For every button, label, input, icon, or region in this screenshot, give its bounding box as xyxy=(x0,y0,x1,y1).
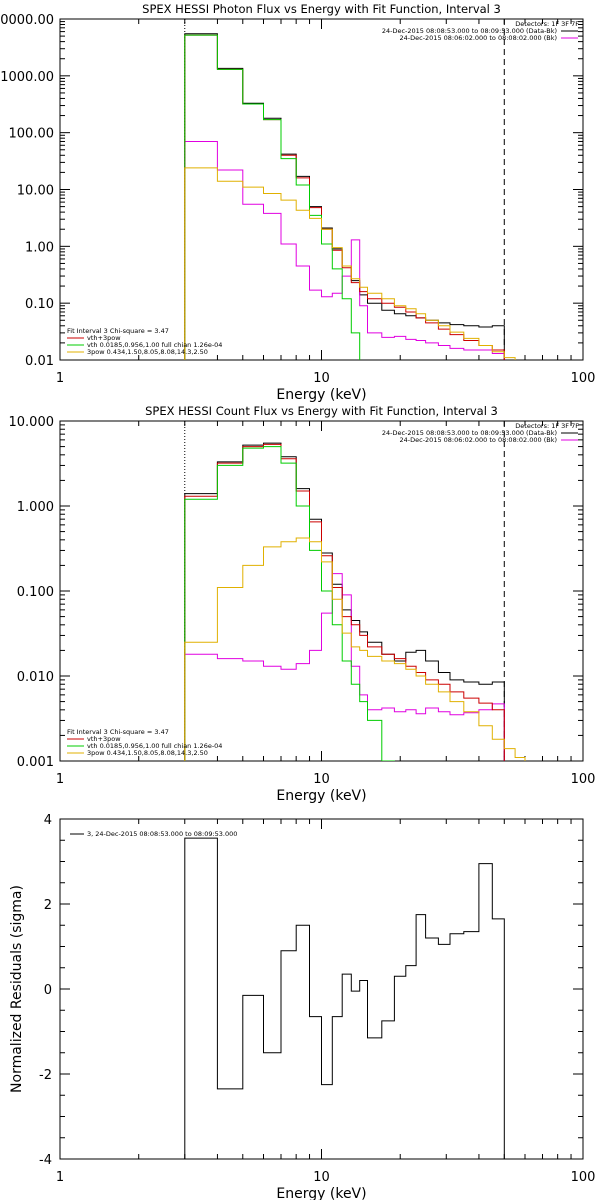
x-axis-label: Energy (keV) xyxy=(276,788,366,804)
y-tick-label: 4 xyxy=(44,813,52,828)
bottom-legend-entry: 3pow 0.434,1.50,8.05,8.08,14.3,2.50 xyxy=(87,348,208,356)
x-tick-label: 10 xyxy=(313,1170,330,1185)
series-line-2 xyxy=(184,141,505,360)
bottom-legend-entry: vth+3pow xyxy=(87,735,121,743)
x-tick-label: 100 xyxy=(571,1170,596,1185)
x-tick-label: 10 xyxy=(313,772,330,787)
legend-entry: 3, 24-Dec-2015 08:08:53.000 to 08:09:53.… xyxy=(87,830,237,838)
x-tick-label: 1 xyxy=(56,772,64,787)
chart-title: SPEX HESSI Photon Flux vs Energy with Fi… xyxy=(142,2,501,16)
y-tick-label: 100.00 xyxy=(9,127,55,142)
x-tick-label: 1 xyxy=(56,1170,64,1185)
y-tick-label: 10000.00 xyxy=(0,13,54,28)
top-legend-header: Detectors: 1F 3F 7F xyxy=(515,20,579,28)
bottom-legend-entry: 3pow 0.434,1.50,8.05,8.08,14.3,2.50 xyxy=(87,749,208,757)
series-line-1 xyxy=(184,33,505,360)
series-line-3 xyxy=(184,34,505,360)
y-tick-label: 10.000 xyxy=(9,415,55,430)
bottom-legend-header: Fit Interval 3 Chi-square = 3.47 xyxy=(67,728,169,736)
y-tick-label: 0.001 xyxy=(17,755,54,770)
series-line-1 xyxy=(184,837,505,1159)
series-group xyxy=(184,837,505,1159)
series-group xyxy=(184,442,526,761)
series-line-3 xyxy=(184,443,505,761)
y-tick-label: 1000.00 xyxy=(0,70,54,85)
x-tick-label: 100 xyxy=(571,772,596,787)
y-tick-label: 0.01 xyxy=(25,354,54,369)
top-legend-entry: 24-Dec-2015 08:06:02.000 to 08:08:02.000… xyxy=(400,34,558,42)
bottom-legend-entry: vth 0.0185,0.956,1.00 full chian 1.26e-0… xyxy=(87,341,222,349)
bottom-legend-header: Fit Interval 3 Chi-square = 3.47 xyxy=(67,327,169,335)
y-tick-label: 0.010 xyxy=(17,670,54,685)
x-axis-label: Energy (keV) xyxy=(276,387,366,403)
y-tick-label: 10.00 xyxy=(17,184,54,199)
top-legend-entry: 24-Dec-2015 08:08:53.000 to 08:09:53.000… xyxy=(382,429,557,437)
top-legend-header: Detectors: 1F 3F 7F xyxy=(515,422,579,430)
series-line-1 xyxy=(184,442,505,761)
series-group xyxy=(184,33,516,360)
y-tick-label: 0.10 xyxy=(25,297,54,312)
y-tick-label: 1.00 xyxy=(25,240,54,255)
x-axis-label: Energy (keV) xyxy=(276,1186,366,1200)
bottom-legend-entry: vth 0.0185,0.956,1.00 full chian 1.26e-0… xyxy=(87,742,222,750)
series-line-2 xyxy=(184,573,505,761)
chart-panel-1: 1 10 100 Energy (keV) 0.01 0.10 1.00 10.00 100.0… xyxy=(0,2,596,403)
series-line-4 xyxy=(184,446,395,761)
chart-panel-3: 1 10 100 Energy (keV) -4 -2 0 2 4 Normalized Resi… xyxy=(9,813,595,1200)
chart-title: SPEX HESSI Count Flux vs Energy with Fit… xyxy=(145,404,498,418)
bottom-legend-entry: vth+3pow xyxy=(87,334,121,342)
x-tick-label: 100 xyxy=(571,371,596,386)
y-tick-label: 1.000 xyxy=(17,500,54,515)
chart-panel-2: 1 10 100 Energy (keV) 0.001 0.010 0.100 1.000 10… xyxy=(9,404,596,804)
y-tick-label: 2 xyxy=(44,898,52,913)
series-line-5 xyxy=(184,167,516,360)
y-axis-label: Normalized Residuals (sigma) xyxy=(9,885,25,1093)
x-tick-label: 1 xyxy=(56,371,64,386)
y-tick-label: -4 xyxy=(39,1153,52,1168)
y-tick-label: 0.100 xyxy=(17,585,54,600)
top-legend-entry: 24-Dec-2015 08:08:53.000 to 08:09:53.000… xyxy=(382,27,557,35)
series-line-5 xyxy=(184,537,526,761)
y-tick-label: -2 xyxy=(39,1068,52,1083)
top-legend-entry: 24-Dec-2015 08:06:02.000 to 08:08:02.000… xyxy=(400,436,558,444)
series-line-4 xyxy=(184,34,361,360)
y-tick-label: 0 xyxy=(44,983,52,998)
x-tick-label: 10 xyxy=(313,371,330,386)
